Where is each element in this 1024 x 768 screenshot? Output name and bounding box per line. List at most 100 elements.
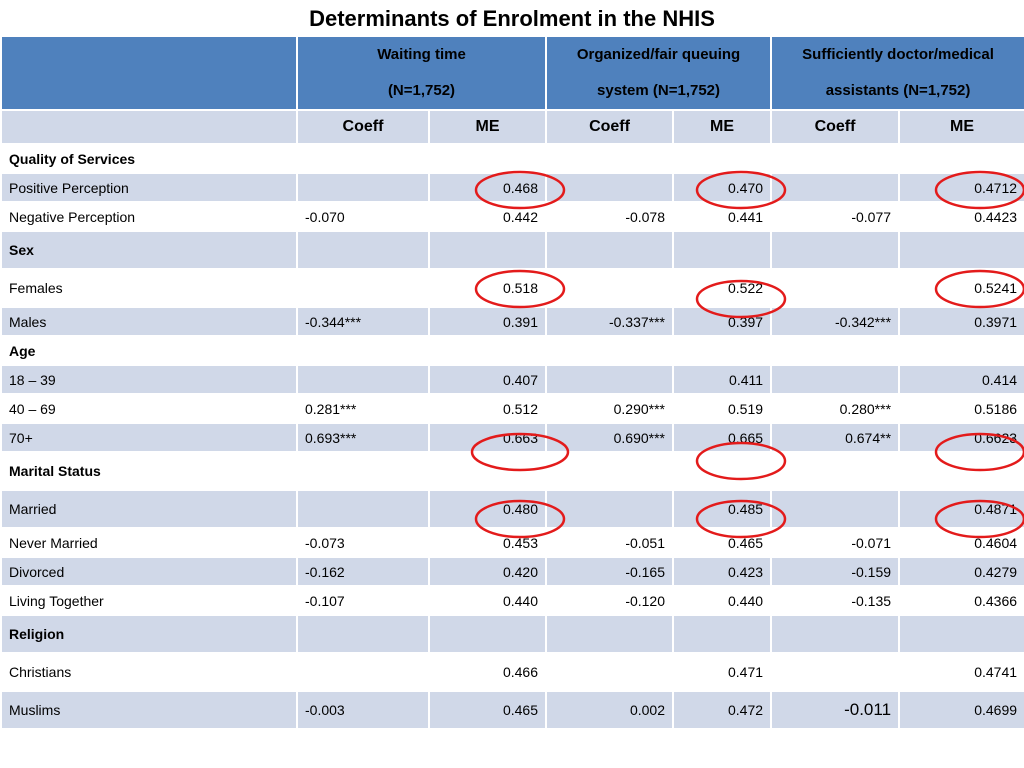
coeff-cell bbox=[770, 143, 901, 174]
sub-header-cell: ME bbox=[672, 109, 773, 145]
sub-header-cell: ME bbox=[427, 109, 548, 145]
me-cell bbox=[427, 451, 548, 491]
table-row: 18 – 39 0.407 0.411 0.414 bbox=[0, 364, 1024, 395]
coeff-cell bbox=[296, 364, 430, 395]
group-header-waiting-time: Waiting time (N=1,752) bbox=[295, 35, 548, 111]
coeff-cell bbox=[770, 489, 901, 529]
me-cell: 0.441 bbox=[672, 201, 773, 232]
me-cell bbox=[427, 230, 548, 270]
coeff-cell bbox=[770, 335, 901, 366]
me-cell: 0.6623 bbox=[898, 422, 1024, 453]
coeff-cell: 0.690*** bbox=[545, 422, 675, 453]
me-cell: 0.4366 bbox=[898, 585, 1024, 616]
table-row: Christians 0.466 0.471 0.4741 bbox=[0, 652, 1024, 692]
sub-header-empty-cell bbox=[0, 109, 298, 145]
group-header-line1: Waiting time bbox=[377, 46, 466, 63]
me-cell: 0.453 bbox=[427, 527, 548, 558]
coeff-cell: -0.078 bbox=[545, 201, 675, 232]
group-header-queuing: Organized/fair queuing system (N=1,752) bbox=[545, 35, 773, 111]
coeff-cell bbox=[296, 489, 430, 529]
me-cell: 0.522 bbox=[672, 268, 773, 308]
group-header-line2: (N=1,752) bbox=[387, 82, 456, 99]
me-cell bbox=[672, 451, 773, 491]
table-row: Living Together -0.107 0.440 -0.120 0.440 -0.… bbox=[0, 585, 1024, 616]
coeff-cell: -0.162 bbox=[296, 556, 430, 587]
coeff-cell bbox=[770, 652, 901, 692]
section-label: Religion bbox=[0, 614, 298, 654]
sub-header-cell: Coeff bbox=[296, 109, 430, 145]
coeff-cell: -0.159 bbox=[770, 556, 901, 587]
row-label: 70+ bbox=[0, 422, 298, 453]
me-cell: 0.4712 bbox=[898, 172, 1024, 203]
coeff-cell bbox=[296, 268, 430, 308]
slide-title: Determinants of Enrolment in the NHIS bbox=[309, 6, 715, 31]
me-cell bbox=[672, 335, 773, 366]
row-label: 40 – 69 bbox=[0, 393, 298, 424]
me-cell: 0.512 bbox=[427, 393, 548, 424]
coeff-cell bbox=[296, 451, 430, 491]
group-header-line1: Sufficiently doctor/medical bbox=[802, 46, 994, 63]
coeff-cell: -0.165 bbox=[545, 556, 675, 587]
coeff-cell: -0.003 bbox=[296, 690, 430, 730]
me-cell: 0.519 bbox=[672, 393, 773, 424]
coeff-cell bbox=[545, 364, 675, 395]
me-cell bbox=[672, 614, 773, 654]
table-row: Never Married -0.073 0.453 -0.051 0.465 -0.07… bbox=[0, 527, 1024, 558]
me-cell: 0.470 bbox=[672, 172, 773, 203]
me-cell: 0.411 bbox=[672, 364, 773, 395]
table-row: 70+ 0.693*** 0.663 0.690*** 0.665 0.674** 0.66… bbox=[0, 422, 1024, 453]
me-cell: 0.420 bbox=[427, 556, 548, 587]
group-header-doctor: Sufficiently doctor/medical assistants (… bbox=[770, 35, 1024, 111]
coeff-cell bbox=[545, 335, 675, 366]
me-cell bbox=[898, 614, 1024, 654]
me-cell: 0.4279 bbox=[898, 556, 1024, 587]
row-label: Divorced bbox=[0, 556, 298, 587]
coeff-cell: 0.280*** bbox=[770, 393, 901, 424]
row-label: Never Married bbox=[0, 527, 298, 558]
coeff-cell bbox=[770, 614, 901, 654]
coeff-cell: -0.337*** bbox=[545, 306, 675, 337]
table-row: Males -0.344*** 0.391 -0.337*** 0.397 -0.342*… bbox=[0, 306, 1024, 337]
me-cell: 0.407 bbox=[427, 364, 548, 395]
table-row: Muslims -0.003 0.465 0.002 0.472 -0.011 0.4699 bbox=[0, 690, 1024, 730]
section-row: Religion bbox=[0, 614, 1024, 654]
table-row: Positive Perception 0.468 0.470 0.4712 bbox=[0, 172, 1024, 203]
row-label: 18 – 39 bbox=[0, 364, 298, 395]
coeff-cell: -0.135 bbox=[770, 585, 901, 616]
coeff-cell: -0.011 bbox=[770, 690, 901, 730]
sub-header-cell: ME bbox=[898, 109, 1024, 145]
me-cell: 0.485 bbox=[672, 489, 773, 529]
coeff-cell: 0.693*** bbox=[296, 422, 430, 453]
coeff-cell: 0.290*** bbox=[545, 393, 675, 424]
me-cell: 0.440 bbox=[672, 585, 773, 616]
sub-header-cell: Coeff bbox=[770, 109, 901, 145]
me-cell: 0.4699 bbox=[898, 690, 1024, 730]
me-cell: 0.4741 bbox=[898, 652, 1024, 692]
me-cell bbox=[427, 335, 548, 366]
table-row: Females 0.518 0.522 0.5241 bbox=[0, 268, 1024, 308]
me-cell: 0.442 bbox=[427, 201, 548, 232]
group-header-line1: Organized/fair queuing bbox=[576, 46, 741, 63]
coeff-cell bbox=[770, 172, 901, 203]
me-cell: 0.423 bbox=[672, 556, 773, 587]
sub-header-cell: Coeff bbox=[545, 109, 675, 145]
coeff-cell bbox=[296, 614, 430, 654]
section-row: Age bbox=[0, 335, 1024, 366]
coeff-cell: -0.342*** bbox=[770, 306, 901, 337]
row-label: Negative Perception bbox=[0, 201, 298, 232]
coeff-cell: -0.077 bbox=[770, 201, 901, 232]
coeff-cell: -0.051 bbox=[545, 527, 675, 558]
coeff-cell bbox=[770, 268, 901, 308]
row-label: Females bbox=[0, 268, 298, 308]
row-label: Living Together bbox=[0, 585, 298, 616]
me-cell bbox=[427, 143, 548, 174]
me-cell: 0.4604 bbox=[898, 527, 1024, 558]
coeff-cell: -0.070 bbox=[296, 201, 430, 232]
section-label: Quality of Services bbox=[0, 143, 298, 174]
section-row: Marital Status bbox=[0, 451, 1024, 491]
me-cell bbox=[898, 230, 1024, 270]
me-cell: 0.665 bbox=[672, 422, 773, 453]
row-label: Muslims bbox=[0, 690, 298, 730]
section-label: Age bbox=[0, 335, 298, 366]
me-cell: 0.465 bbox=[427, 690, 548, 730]
